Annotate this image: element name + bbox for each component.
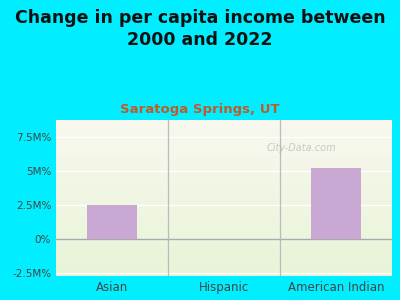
Text: Saratoga Springs, UT: Saratoga Springs, UT: [120, 103, 280, 116]
Bar: [311, 168, 361, 239]
Text: Change in per capita income between
2000 and 2022: Change in per capita income between 2000…: [15, 9, 385, 49]
Text: City-Data.com: City-Data.com: [266, 143, 336, 153]
Bar: [87, 205, 137, 239]
Bar: [311, 168, 361, 239]
Bar: [87, 205, 137, 239]
